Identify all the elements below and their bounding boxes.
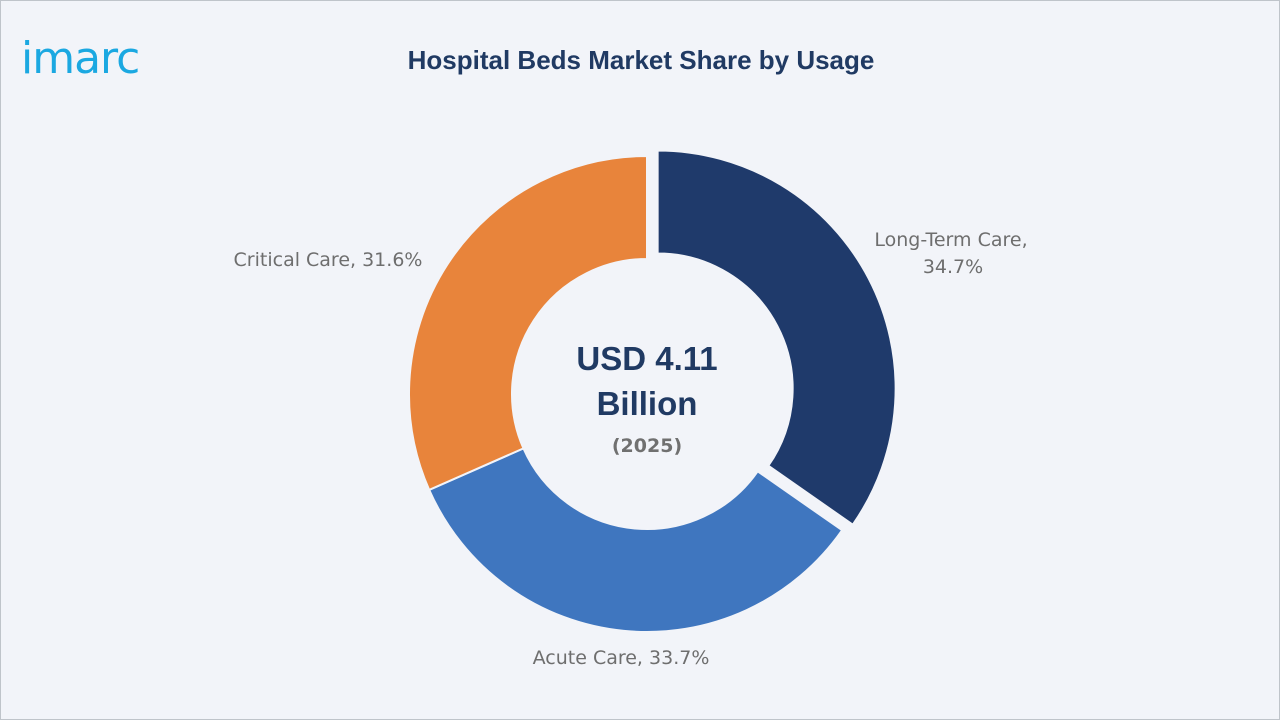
slice-label-long-term-care-line2: 34.7% [923, 256, 983, 278]
slice-critical-care [408, 154, 648, 492]
slice-acute-care [427, 447, 844, 633]
imarc-logo: imarc [21, 33, 140, 84]
center-year: (2025) [612, 435, 682, 457]
slice-label-critical-care: Critical Care, 31.6% [234, 249, 423, 271]
slices-group [408, 149, 897, 633]
center-value: USD 4.11 [576, 340, 717, 377]
slice-label-acute-care: Acute Care, 33.7% [533, 647, 710, 669]
chart-title: Hospital Beds Market Share by Usage [407, 45, 875, 75]
slice-label-long-term-care-line1: Long-Term Care, [874, 229, 1027, 251]
center-unit: Billion [597, 385, 698, 422]
slice-long-term-care [656, 149, 897, 527]
